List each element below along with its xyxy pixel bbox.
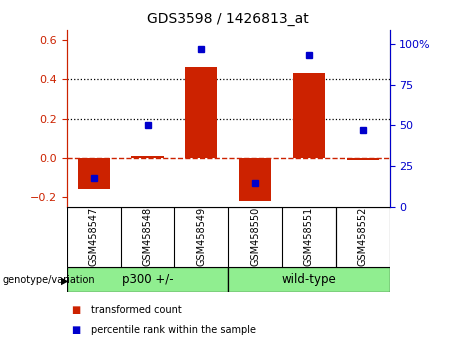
Bar xyxy=(228,267,390,292)
Bar xyxy=(131,156,164,158)
Text: percentile rank within the sample: percentile rank within the sample xyxy=(91,325,256,335)
Text: ■: ■ xyxy=(71,325,81,335)
Title: GDS3598 / 1426813_at: GDS3598 / 1426813_at xyxy=(148,12,309,26)
Text: ■: ■ xyxy=(71,305,81,315)
Text: GSM458551: GSM458551 xyxy=(304,206,314,266)
Text: p300 +/-: p300 +/- xyxy=(122,273,173,286)
Bar xyxy=(77,158,110,189)
Text: genotype/variation: genotype/variation xyxy=(2,275,95,285)
Text: GSM458548: GSM458548 xyxy=(142,206,153,266)
Text: GSM458547: GSM458547 xyxy=(89,206,99,266)
Text: GSM458549: GSM458549 xyxy=(196,206,207,266)
Bar xyxy=(239,158,271,201)
Text: GSM458550: GSM458550 xyxy=(250,206,260,266)
Bar xyxy=(185,68,218,158)
Bar xyxy=(293,73,325,158)
Bar xyxy=(67,267,228,292)
Bar xyxy=(347,158,379,160)
Text: transformed count: transformed count xyxy=(91,305,182,315)
Text: ▶: ▶ xyxy=(61,275,69,285)
Text: wild-type: wild-type xyxy=(282,273,336,286)
Text: GSM458552: GSM458552 xyxy=(358,206,368,266)
